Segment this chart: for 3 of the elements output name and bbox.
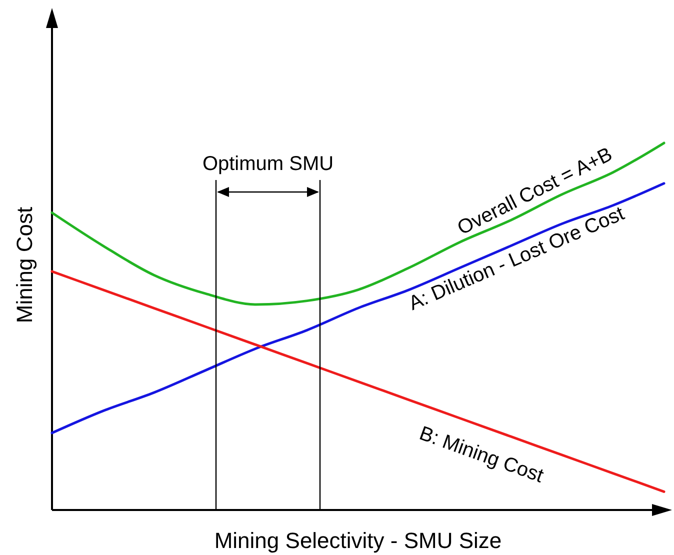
annotation: Optimum SMU [202, 153, 334, 175]
x-axis-title: Mining Selectivity - SMU Size [214, 528, 502, 553]
y-axis-title: Mining Cost [12, 206, 37, 324]
